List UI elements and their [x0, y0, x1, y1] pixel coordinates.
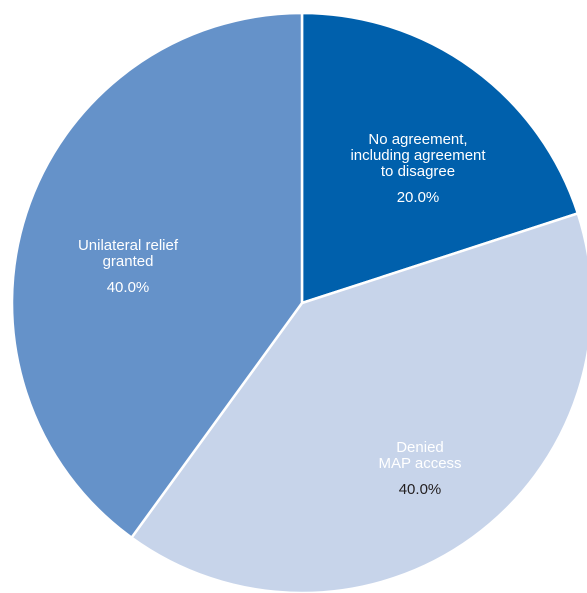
pie-slice-2 — [10, 11, 304, 540]
slice-label-0-line-2: to disagree — [381, 163, 455, 180]
slice-label-0-line-0: No agreement, — [368, 131, 467, 148]
pie-slice-1 — [129, 211, 587, 593]
slice-label-2-line-0: Unilateral relief — [78, 237, 179, 254]
slice-label-1-line-0: Denied — [396, 439, 444, 456]
slice-value-label-0: 20.0% — [397, 189, 440, 206]
slice-label-0-line-1: including agreement — [350, 147, 486, 164]
slice-label-2-line-1: granted — [103, 253, 154, 270]
slice-value-label-1: 40.0% — [399, 481, 442, 498]
slice-label-1-line-1: MAP access — [378, 455, 461, 472]
pie-slice-0 — [300, 11, 580, 305]
slice-value-label-2: 40.0% — [107, 279, 150, 296]
